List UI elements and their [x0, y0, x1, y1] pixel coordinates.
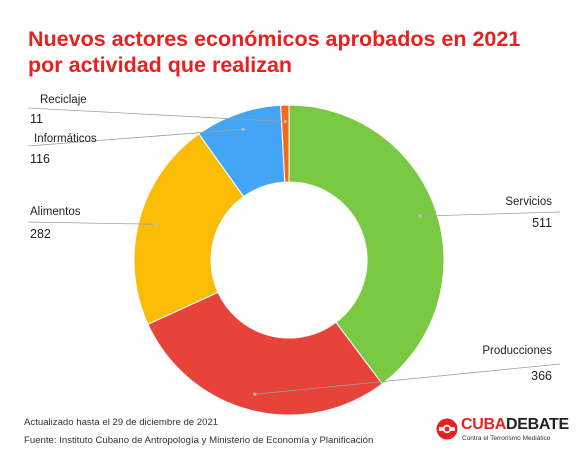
- leader-line-1: [254, 363, 561, 395]
- leader-line-4: [27, 107, 286, 122]
- value-label-producciones: 366: [531, 369, 552, 383]
- category-label-reciclaje: Reciclaje: [40, 94, 87, 106]
- category-label-informaticos: Informáticos: [34, 133, 97, 145]
- value-label-informaticos: 116: [30, 152, 50, 166]
- chart-title: Nuevos actores económicos aprobados en 2…: [28, 26, 568, 78]
- logo-part-2: DEBATE: [506, 416, 569, 433]
- leader-dot-3: [241, 127, 245, 131]
- leader-dot-4: [283, 119, 287, 124]
- logo-part-1: CUBA: [461, 416, 507, 433]
- cubadebate-mark-icon: [436, 418, 458, 440]
- chart-title-line-2: por actividad que realizan: [28, 53, 293, 77]
- leader-line-2: [27, 221, 156, 225]
- category-label-servicios: Servicios: [505, 196, 552, 208]
- leader-dot-2: [153, 222, 157, 226]
- value-label-alimentos: 282: [30, 227, 51, 241]
- slice-reciclaje: [280, 104, 290, 183]
- cubadebate-wordmark: CUBADEBATE: [461, 416, 569, 434]
- leader-dot-0: [418, 214, 422, 218]
- leader-line-3: [27, 128, 244, 147]
- slice-producciones: [147, 291, 383, 416]
- footnote-source: Fuente: Instituto Cubano de Antropología…: [24, 435, 374, 446]
- slice-alimentos: [133, 133, 245, 325]
- cubadebate-logo: CUBADEBATE Contra el Terrorismo Mediátic…: [436, 415, 569, 449]
- leader-line-0: [420, 211, 561, 217]
- category-label-alimentos: Alimentos: [30, 206, 81, 218]
- logo-tagline: Contra el Terrorismo Mediático: [462, 435, 551, 442]
- value-label-servicios: 511: [532, 216, 552, 230]
- chart-title-line-1: Nuevos actores económicos aprobados en 2…: [28, 27, 521, 51]
- footnote-updated: Actualizado hasta el 29 de diciembre de …: [24, 417, 219, 428]
- value-label-reciclaje: 11: [30, 112, 43, 126]
- slice-servicios: [288, 104, 445, 385]
- leader-dot-1: [253, 392, 257, 396]
- category-label-producciones: Producciones: [482, 345, 552, 357]
